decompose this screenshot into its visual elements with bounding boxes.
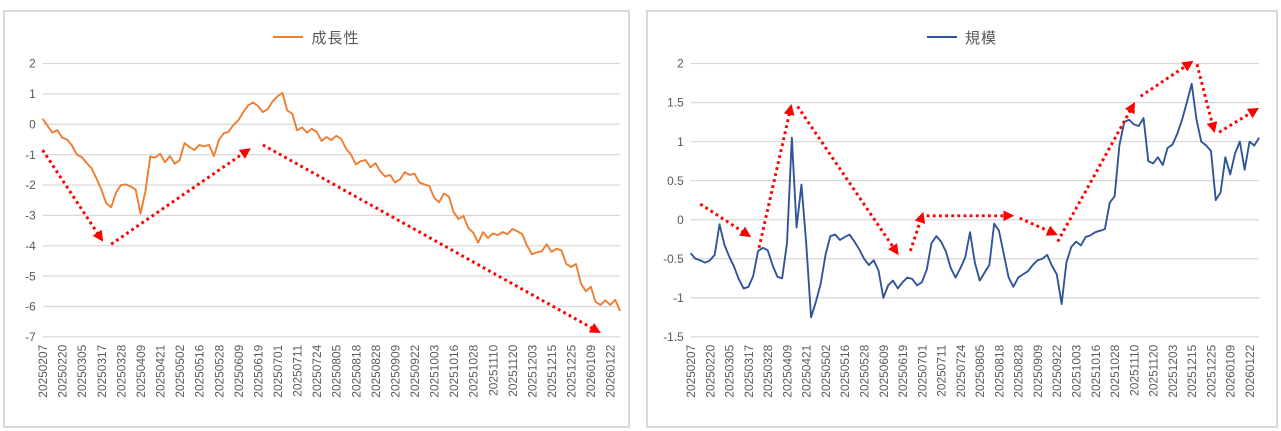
svg-text:-1: -1 (25, 148, 36, 162)
svg-text:20251110: 20251110 (486, 344, 500, 395)
svg-text:-4: -4 (25, 239, 36, 253)
svg-text:20251120: 20251120 (1147, 344, 1161, 396)
svg-text:20250701: 20250701 (915, 344, 929, 397)
svg-text:20250421: 20250421 (800, 344, 814, 397)
svg-text:20250619: 20250619 (251, 344, 265, 397)
svg-text:20250909: 20250909 (388, 344, 402, 397)
svg-text:20251016: 20251016 (447, 344, 461, 397)
svg-text:20251225: 20251225 (1204, 344, 1218, 397)
svg-text:20251120: 20251120 (506, 344, 520, 396)
svg-text:-1.5: -1.5 (663, 330, 684, 344)
svg-text:1: 1 (677, 135, 684, 149)
svg-text:20260109: 20260109 (1224, 344, 1238, 397)
svg-text:20250909: 20250909 (1031, 344, 1045, 397)
svg-text:20251225: 20251225 (565, 344, 579, 397)
svg-text:20250502: 20250502 (819, 345, 833, 398)
svg-text:20251028: 20251028 (467, 344, 481, 397)
svg-text:20250207: 20250207 (36, 345, 50, 398)
svg-text:1: 1 (29, 87, 36, 101)
svg-text:-3: -3 (25, 209, 36, 223)
svg-text:20251028: 20251028 (1108, 344, 1122, 397)
svg-text:1.5: 1.5 (667, 96, 684, 110)
svg-text:20250207: 20250207 (684, 345, 698, 398)
svg-text:20250305: 20250305 (723, 344, 737, 397)
svg-text:20250818: 20250818 (992, 344, 1006, 397)
svg-text:20250528: 20250528 (212, 344, 226, 397)
svg-text:20250922: 20250922 (408, 345, 422, 398)
svg-text:20251003: 20251003 (428, 344, 442, 397)
svg-text:20250922: 20250922 (1050, 345, 1064, 398)
svg-text:20251203: 20251203 (525, 344, 539, 397)
svg-text:20250421: 20250421 (154, 344, 168, 397)
svg-text:-6: -6 (25, 300, 36, 314)
svg-text:0.5: 0.5 (667, 174, 684, 188)
svg-text:-2: -2 (25, 178, 36, 192)
svg-text:20250828: 20250828 (369, 344, 383, 397)
svg-text:20250805: 20250805 (973, 344, 987, 397)
svg-text:20250317: 20250317 (742, 345, 756, 398)
svg-text:20251215: 20251215 (545, 344, 559, 397)
svg-text:20250528: 20250528 (858, 344, 872, 397)
svg-text:20250409: 20250409 (134, 344, 148, 397)
svg-text:20260122: 20260122 (1243, 345, 1257, 398)
svg-text:20251215: 20251215 (1185, 344, 1199, 397)
svg-text:20250409: 20250409 (780, 344, 794, 397)
svg-text:20250220: 20250220 (703, 344, 717, 397)
svg-text:20250305: 20250305 (75, 344, 89, 397)
svg-text:2: 2 (677, 57, 684, 71)
svg-text:20260109: 20260109 (584, 344, 598, 397)
svg-text:0: 0 (677, 213, 684, 227)
svg-text:20250220: 20250220 (56, 344, 70, 397)
svg-text:20250711: 20250711 (291, 344, 305, 396)
scale-chart-panel: 2 1.5 1 0.5 0 -0.5 -1 -1.5 20250207 20250220 20250… (646, 10, 1278, 428)
svg-text:20250328: 20250328 (114, 344, 128, 397)
svg-text:20250516: 20250516 (193, 344, 207, 397)
svg-text:20250317: 20250317 (95, 345, 109, 398)
svg-text:20250724: 20250724 (310, 344, 324, 397)
svg-text:2: 2 (29, 57, 36, 71)
svg-text:20250701: 20250701 (271, 344, 285, 397)
svg-text:20251110: 20251110 (1127, 344, 1141, 395)
svg-text:20250619: 20250619 (896, 344, 910, 397)
svg-text:20250502: 20250502 (173, 345, 187, 398)
svg-text:20260122: 20260122 (604, 345, 618, 398)
svg-text:20251016: 20251016 (1089, 344, 1103, 397)
svg-text:-1: -1 (673, 291, 684, 305)
svg-text:20250805: 20250805 (330, 344, 344, 397)
svg-text:20251003: 20251003 (1070, 344, 1084, 397)
svg-text:20250724: 20250724 (954, 344, 968, 397)
svg-text:20250828: 20250828 (1012, 344, 1026, 397)
svg-text:20251203: 20251203 (1166, 344, 1180, 397)
svg-text:0: 0 (29, 117, 36, 131)
growth-chart-panel: 2 1 0 -1 -2 -3 -4 -5 -6 -7 20250207 20250220 2025030… (3, 10, 630, 428)
svg-text:-0.5: -0.5 (663, 252, 684, 266)
svg-text:20250516: 20250516 (838, 344, 852, 397)
svg-text:-7: -7 (25, 330, 36, 344)
svg-text:20250609: 20250609 (232, 344, 246, 397)
svg-text:20250328: 20250328 (761, 344, 775, 397)
svg-text:20250818: 20250818 (349, 344, 363, 397)
svg-text:20250711: 20250711 (935, 344, 949, 396)
svg-text:20250609: 20250609 (877, 344, 891, 397)
svg-text:-5: -5 (25, 269, 36, 283)
